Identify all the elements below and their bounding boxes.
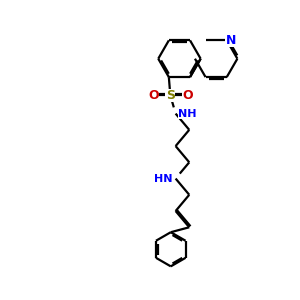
Text: HN: HN (154, 174, 173, 184)
Text: N: N (225, 34, 236, 47)
Text: S: S (166, 89, 175, 102)
Text: O: O (182, 89, 193, 102)
Text: O: O (148, 89, 159, 102)
Text: NH: NH (178, 109, 196, 118)
